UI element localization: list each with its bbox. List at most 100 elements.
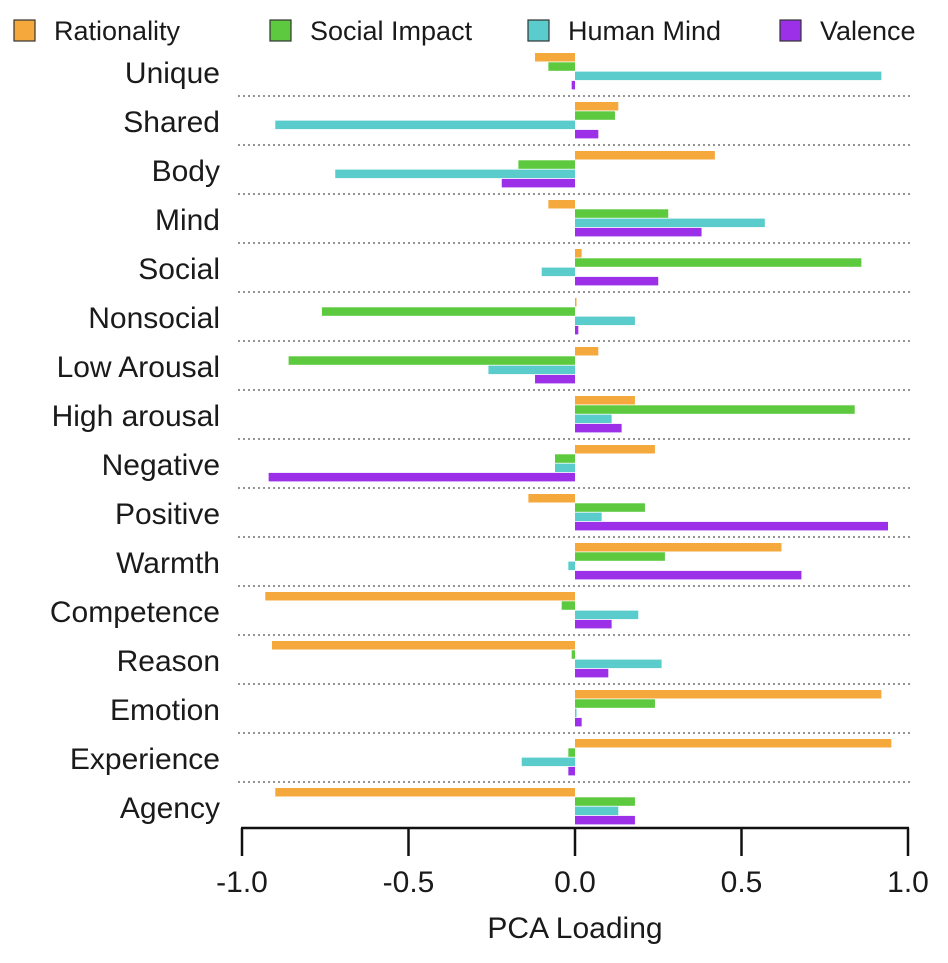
- bar-human-mind: [488, 365, 575, 375]
- category-label: Nonsocial: [88, 302, 220, 335]
- bar-valence: [575, 423, 622, 433]
- bar-social-impact: [575, 552, 665, 561]
- x-tick-label: -0.5: [383, 866, 435, 899]
- category-labels: Unique Shared Body Mind Social Nonsocial Low A…: [50, 57, 220, 825]
- legend-swatch: [779, 19, 802, 42]
- bar-human-mind: [568, 561, 575, 571]
- bar-rationality: [575, 151, 715, 160]
- bar-human-mind: [575, 610, 639, 620]
- bar-human-mind: [575, 71, 882, 81]
- category-label: Unique: [125, 57, 220, 90]
- bar-social-impact: [321, 307, 575, 316]
- bar-human-mind: [575, 218, 765, 228]
- bar-social-impact: [518, 160, 575, 169]
- bar-social-impact: [568, 748, 575, 757]
- category-label: Low Arousal: [57, 351, 220, 384]
- bar-rationality: [528, 494, 575, 503]
- bar-rationality: [575, 543, 782, 552]
- x-tick-label: 0.0: [554, 866, 596, 899]
- bar-human-mind: [575, 806, 619, 816]
- bar-valence: [575, 717, 582, 727]
- bar-human-mind: [575, 316, 635, 326]
- x-tick-label: 1.0: [887, 866, 929, 899]
- category-label: Experience: [70, 743, 220, 776]
- bar-valence: [575, 668, 609, 678]
- bar-rationality: [275, 788, 575, 797]
- bar-social-impact: [288, 356, 575, 365]
- legend-swatch: [269, 19, 292, 42]
- row-separators: [238, 95, 912, 783]
- bar-social-impact: [555, 454, 575, 463]
- bar-rationality: [575, 690, 882, 699]
- legend-swatch: [13, 19, 36, 42]
- bar-social-impact: [575, 209, 669, 218]
- bar-human-mind: [521, 757, 575, 767]
- bar-valence: [535, 374, 575, 384]
- bar-rationality: [265, 592, 575, 601]
- x-axis: -1.0 -0.5 0.0 0.5 1.0: [216, 826, 929, 899]
- category-label: Warmth: [116, 547, 220, 580]
- bar-valence: [575, 276, 659, 286]
- bar-social-impact: [575, 797, 635, 806]
- legend-label: Valence: [820, 16, 916, 46]
- category-label: Social: [138, 253, 220, 286]
- bar-rationality: [548, 200, 575, 209]
- bar-valence: [575, 227, 702, 237]
- bar-social-impact: [548, 62, 575, 71]
- bar-social-impact: [575, 699, 655, 708]
- bar-rationality: [575, 102, 619, 111]
- legend-label: Human Mind: [568, 16, 721, 46]
- legend-label: Rationality: [54, 16, 181, 46]
- category-label: Body: [152, 155, 220, 188]
- bar-valence: [575, 619, 612, 629]
- category-label: Shared: [123, 106, 220, 139]
- bar-human-mind: [575, 512, 602, 522]
- bar-human-mind: [555, 463, 575, 473]
- category-label: Reason: [117, 645, 220, 678]
- bar-social-impact: [571, 650, 575, 659]
- bar-rationality: [575, 396, 635, 405]
- bar-rationality: [575, 249, 582, 258]
- bar-valence: [571, 80, 575, 90]
- bar-rationality: [575, 739, 892, 748]
- bar-valence: [568, 766, 575, 776]
- bar-rationality: [535, 53, 575, 62]
- bar-rationality: [575, 347, 599, 356]
- bar-valence: [575, 570, 802, 580]
- bar-human-mind: [575, 659, 662, 669]
- x-tick-label: 0.5: [721, 866, 763, 899]
- bar-valence: [575, 815, 635, 825]
- bar-valence: [575, 325, 579, 335]
- bar-social-impact: [561, 601, 575, 610]
- bar-rationality: [271, 641, 575, 650]
- bar-valence: [501, 178, 575, 188]
- legend-label: Social Impact: [310, 16, 473, 46]
- bar-human-mind: [575, 708, 577, 718]
- x-axis-title: PCA Loading: [487, 912, 662, 945]
- bar-valence: [575, 129, 599, 139]
- category-label: High arousal: [52, 400, 220, 433]
- category-label: Competence: [50, 596, 220, 629]
- bar-human-mind: [541, 267, 575, 277]
- category-label: Positive: [115, 498, 220, 531]
- legend-swatch: [527, 19, 550, 42]
- legend: Rationality Social Impact Human Mind Valenc…: [13, 16, 916, 46]
- bar-human-mind: [335, 169, 575, 179]
- bar-valence: [575, 521, 889, 531]
- bar-human-mind: [575, 414, 612, 424]
- bar-rationality: [575, 298, 577, 307]
- bar-social-impact: [575, 258, 862, 267]
- category-label: Emotion: [110, 694, 220, 727]
- category-label: Mind: [155, 204, 220, 237]
- bars: [265, 53, 892, 825]
- bar-human-mind: [275, 120, 575, 130]
- bar-social-impact: [575, 111, 615, 120]
- bar-valence: [268, 472, 575, 482]
- category-label: Negative: [102, 449, 220, 482]
- x-tick-label: -1.0: [216, 866, 268, 899]
- bar-rationality: [575, 445, 655, 454]
- bar-social-impact: [575, 405, 855, 414]
- category-label: Agency: [120, 792, 220, 825]
